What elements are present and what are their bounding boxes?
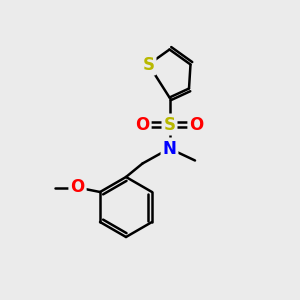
Text: O: O <box>70 178 85 196</box>
Text: N: N <box>163 140 176 158</box>
Text: O: O <box>189 116 204 134</box>
Text: S: S <box>142 56 154 74</box>
Text: S: S <box>164 116 175 134</box>
Text: O: O <box>135 116 150 134</box>
